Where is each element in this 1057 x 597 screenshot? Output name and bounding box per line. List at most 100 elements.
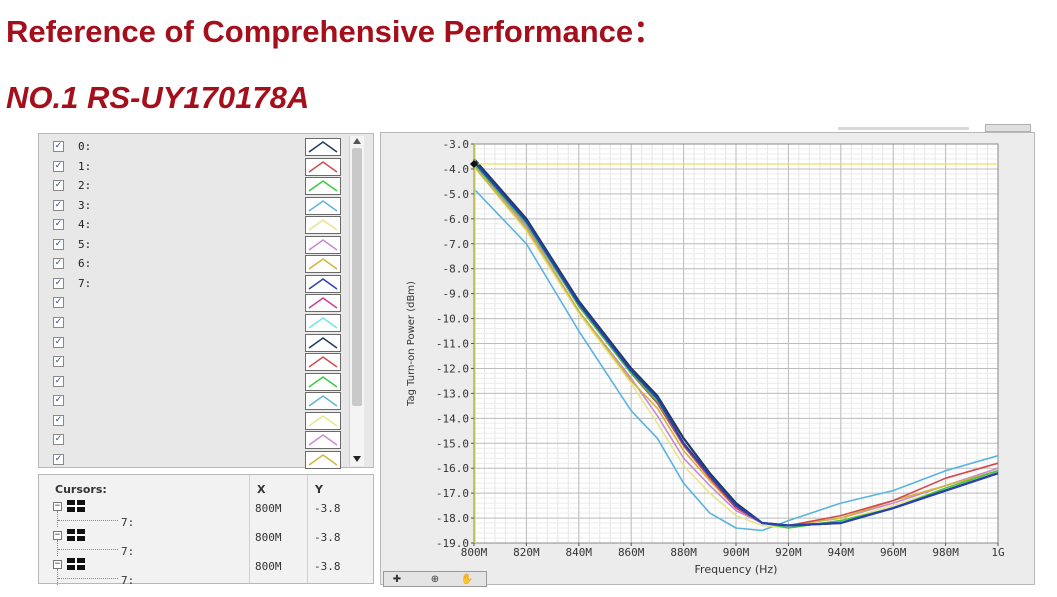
cursor-row[interactable]: − 7: 800M -3.8 [39,499,375,529]
legend-row[interactable]: ✓ [53,294,343,313]
plot-style-swatch[interactable] [305,274,341,293]
legend-row[interactable]: ✓ 6: [53,255,343,274]
plot-visible-checkbox[interactable]: ✓ [53,277,64,289]
y-tick-label: -6.0 [443,213,470,226]
plot-name-label: 5: [78,237,92,251]
zoom-icon[interactable]: ⊕ [430,574,440,585]
plot-style-swatch[interactable] [305,138,341,156]
y-axis-label: Tag Turn-on Power (dBm) [406,281,417,407]
plot-visible-checkbox[interactable]: ✓ [53,141,64,152]
cursor-x-value: 800M [255,531,282,544]
legend-row[interactable]: ✓ 0: [53,138,343,156]
plot-style-swatch[interactable] [305,372,341,391]
plot-style-swatch[interactable] [305,157,341,176]
cursor-plot-name: 7: [121,516,135,529]
collapse-icon[interactable]: − [53,501,62,511]
graph-palette: ✚ ⊕ ✋ [383,571,487,587]
plot-name-label: 3: [78,198,92,212]
legend-row[interactable]: ✓ [53,392,343,411]
window-top-bar [838,127,969,130]
plot-visible-checkbox[interactable]: ✓ [53,336,64,348]
scroll-down-icon[interactable] [353,456,361,462]
waveform-graph[interactable]: -3.0 -4.0 -5.0 -6.0 -7.0 -8.0 -9.0 -10.0 -11.0 -1… [380,132,1035,585]
cursor-row[interactable]: − 7: 800M -3.8 [39,557,375,587]
legend-row[interactable]: ✓ [53,450,343,469]
plot-name-label: 4: [78,218,92,232]
plot-visible-checkbox[interactable]: ✓ [53,297,64,309]
y-tick-label: -12.0 [436,362,469,375]
plot-style-swatch[interactable] [305,177,341,196]
legend-row[interactable]: ✓ [53,333,343,352]
plot-style-swatch[interactable] [305,255,341,274]
collapse-icon[interactable]: − [53,559,62,569]
plot-style-swatch[interactable] [305,235,341,254]
y-tick-label: -5.0 [443,188,470,201]
legend-row[interactable]: ✓ [53,313,343,332]
plot-style-swatch[interactable] [305,353,341,372]
plot-visible-checkbox[interactable]: ✓ [53,180,64,192]
cursor-style-icon[interactable] [67,500,85,512]
cursors-x-header: X [257,483,266,496]
legend-row[interactable]: ✓ [53,353,343,372]
legend-row[interactable]: ✓ [53,431,343,450]
plot-visible-checkbox[interactable]: ✓ [53,219,64,231]
legend-row[interactable]: ✓ 5: [53,235,343,254]
plot-style-swatch[interactable] [305,392,341,411]
plot-visible-checkbox[interactable]: ✓ [53,238,64,250]
plot-style-swatch[interactable] [305,411,341,430]
x-tick-label: 920M [775,546,802,559]
legend-row[interactable]: ✓ [53,372,343,391]
legend-row[interactable]: ✓ 4: [53,216,343,235]
y-tick-label: -16.0 [436,462,469,475]
legend-scrollbar[interactable] [349,136,364,466]
scroll-thumb[interactable] [352,148,362,406]
legend-row[interactable]: ✓ 1: [53,157,343,176]
hand-icon[interactable]: ✋ [460,574,474,585]
collapse-icon[interactable]: − [53,530,62,540]
cursor-style-icon[interactable] [67,529,85,541]
plot-visible-checkbox[interactable]: ✓ [53,199,64,211]
plot-visible-checkbox[interactable]: ✓ [53,160,64,172]
cursor-row[interactable]: − 7: 800M -3.8 [39,528,375,558]
cursor-y-value: -3.8 [314,560,341,573]
window-control-button[interactable] [985,124,1031,132]
x-axis-label: Frequency (Hz) [695,563,778,576]
plot-style-swatch[interactable] [305,294,341,313]
plot-visible-checkbox[interactable]: ✓ [53,316,64,328]
plot-visible-checkbox[interactable]: ✓ [53,395,64,407]
plot-style-swatch[interactable] [305,196,341,215]
plot-legend: ✓ 0: ✓ 1: ✓ 2: ✓ 3: ✓ 4: ✓ 5: ✓ 6: ✓ 7: ✓ ✓ ✓ ✓ ✓ ✓ ✓ ✓ ✓ [38,133,374,469]
plot-visible-checkbox[interactable]: ✓ [53,453,64,465]
plot-visible-checkbox[interactable]: ✓ [53,258,64,270]
scroll-up-icon[interactable] [353,138,361,144]
plot-style-swatch[interactable] [305,431,341,450]
plot-style-swatch[interactable] [305,313,341,332]
legend-row[interactable]: ✓ 2: [53,177,343,196]
cursor-style-icon[interactable] [67,558,85,570]
legend-row[interactable]: ✓ [53,411,343,430]
cursor-legend: Cursors: X Y − 7: 800M -3.8 − 7: 800M -3.8 − 7: 80… [38,474,375,587]
series-line-0 [473,188,999,532]
plot-style-swatch[interactable] [305,450,341,469]
y-tick-label: -3.0 [443,138,470,151]
plot-visible-checkbox[interactable]: ✓ [53,375,64,387]
series-line-7 [473,160,999,527]
plot-name-label: 7: [78,276,92,290]
legend-row[interactable]: ✓ 3: [53,196,343,215]
y-tick-label: -10.0 [436,313,469,326]
plot-visible-checkbox[interactable]: ✓ [53,434,64,446]
y-tick-label: -11.0 [436,338,469,351]
cursors-y-header: Y [315,483,323,496]
y-tick-label: -15.0 [436,437,469,450]
plot-visible-checkbox[interactable]: ✓ [53,356,64,368]
crosshair-icon[interactable]: ✚ [392,574,402,585]
legend-row[interactable]: ✓ 7: [53,274,343,293]
x-tick-label: 840M [566,546,593,559]
plot-style-swatch[interactable] [305,333,341,352]
plot-name-label: 2: [78,179,92,193]
cursor-y-value: -3.8 [314,531,341,544]
cursor-x-value: 800M [255,560,282,573]
plot-style-swatch[interactable] [305,216,341,235]
chart[interactable]: -3.0 -4.0 -5.0 -6.0 -7.0 -8.0 -9.0 -10.0 -11.0 -1… [381,133,1034,584]
plot-visible-checkbox[interactable]: ✓ [53,414,64,426]
